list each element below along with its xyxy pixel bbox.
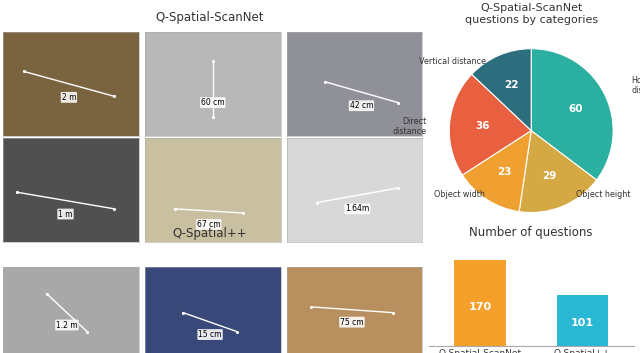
Title: Q-Spatial-ScanNet
questions by categories: Q-Spatial-ScanNet questions by categorie… — [465, 3, 598, 25]
Text: 170: 170 — [468, 303, 492, 312]
Text: Q-Spatial-ScanNet: Q-Spatial-ScanNet — [156, 11, 264, 24]
Text: Direct
distance: Direct distance — [392, 117, 426, 136]
Text: Object height: Object height — [576, 190, 630, 199]
Wedge shape — [449, 74, 531, 175]
Text: Object width: Object width — [434, 190, 484, 199]
Text: 75 cm: 75 cm — [340, 318, 364, 327]
Wedge shape — [519, 131, 596, 213]
Wedge shape — [462, 131, 531, 212]
Text: 1 m: 1 m — [58, 210, 73, 219]
Wedge shape — [472, 49, 531, 131]
Wedge shape — [531, 49, 613, 180]
Title: Number of questions: Number of questions — [470, 226, 593, 239]
Text: 15 cm: 15 cm — [198, 330, 222, 339]
Text: 36: 36 — [475, 121, 490, 131]
Text: Vertical distance: Vertical distance — [419, 57, 486, 66]
Text: Q-Spatial++: Q-Spatial++ — [172, 227, 247, 240]
Text: 1.2 m: 1.2 m — [56, 321, 77, 329]
Text: 60 cm: 60 cm — [201, 98, 225, 107]
Text: 23: 23 — [497, 167, 512, 177]
Text: 22: 22 — [504, 80, 519, 90]
Text: Horizontal
distance: Horizontal distance — [631, 76, 640, 95]
Text: 60: 60 — [568, 104, 582, 114]
Text: 2 m: 2 m — [61, 93, 76, 102]
Text: 42 cm: 42 cm — [349, 101, 373, 110]
Text: 29: 29 — [543, 171, 557, 181]
Bar — [454, 260, 506, 346]
Text: 67 cm: 67 cm — [197, 220, 221, 229]
Bar — [557, 295, 608, 346]
Text: 101: 101 — [571, 318, 594, 328]
Text: 1.64m: 1.64m — [345, 204, 369, 213]
